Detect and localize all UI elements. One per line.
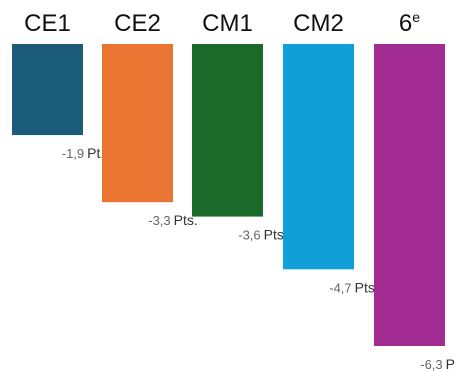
bar bbox=[192, 44, 263, 217]
category-label: CM1 bbox=[202, 10, 253, 37]
bar bbox=[374, 44, 445, 346]
value-label: -3,6 Pts. bbox=[238, 227, 288, 243]
category-label: CM2 bbox=[293, 10, 344, 37]
bar bbox=[102, 44, 173, 202]
value-label: -4,7 Pts. bbox=[329, 279, 379, 295]
category-label: CE2 bbox=[114, 10, 161, 37]
category-label: CE1 bbox=[24, 10, 71, 37]
value-label: -1,9 Pt. bbox=[62, 145, 105, 161]
bar bbox=[12, 44, 83, 135]
value-label: -3,3 Pts. bbox=[148, 212, 198, 228]
bar bbox=[283, 44, 354, 269]
category-label: 6e bbox=[399, 9, 420, 37]
